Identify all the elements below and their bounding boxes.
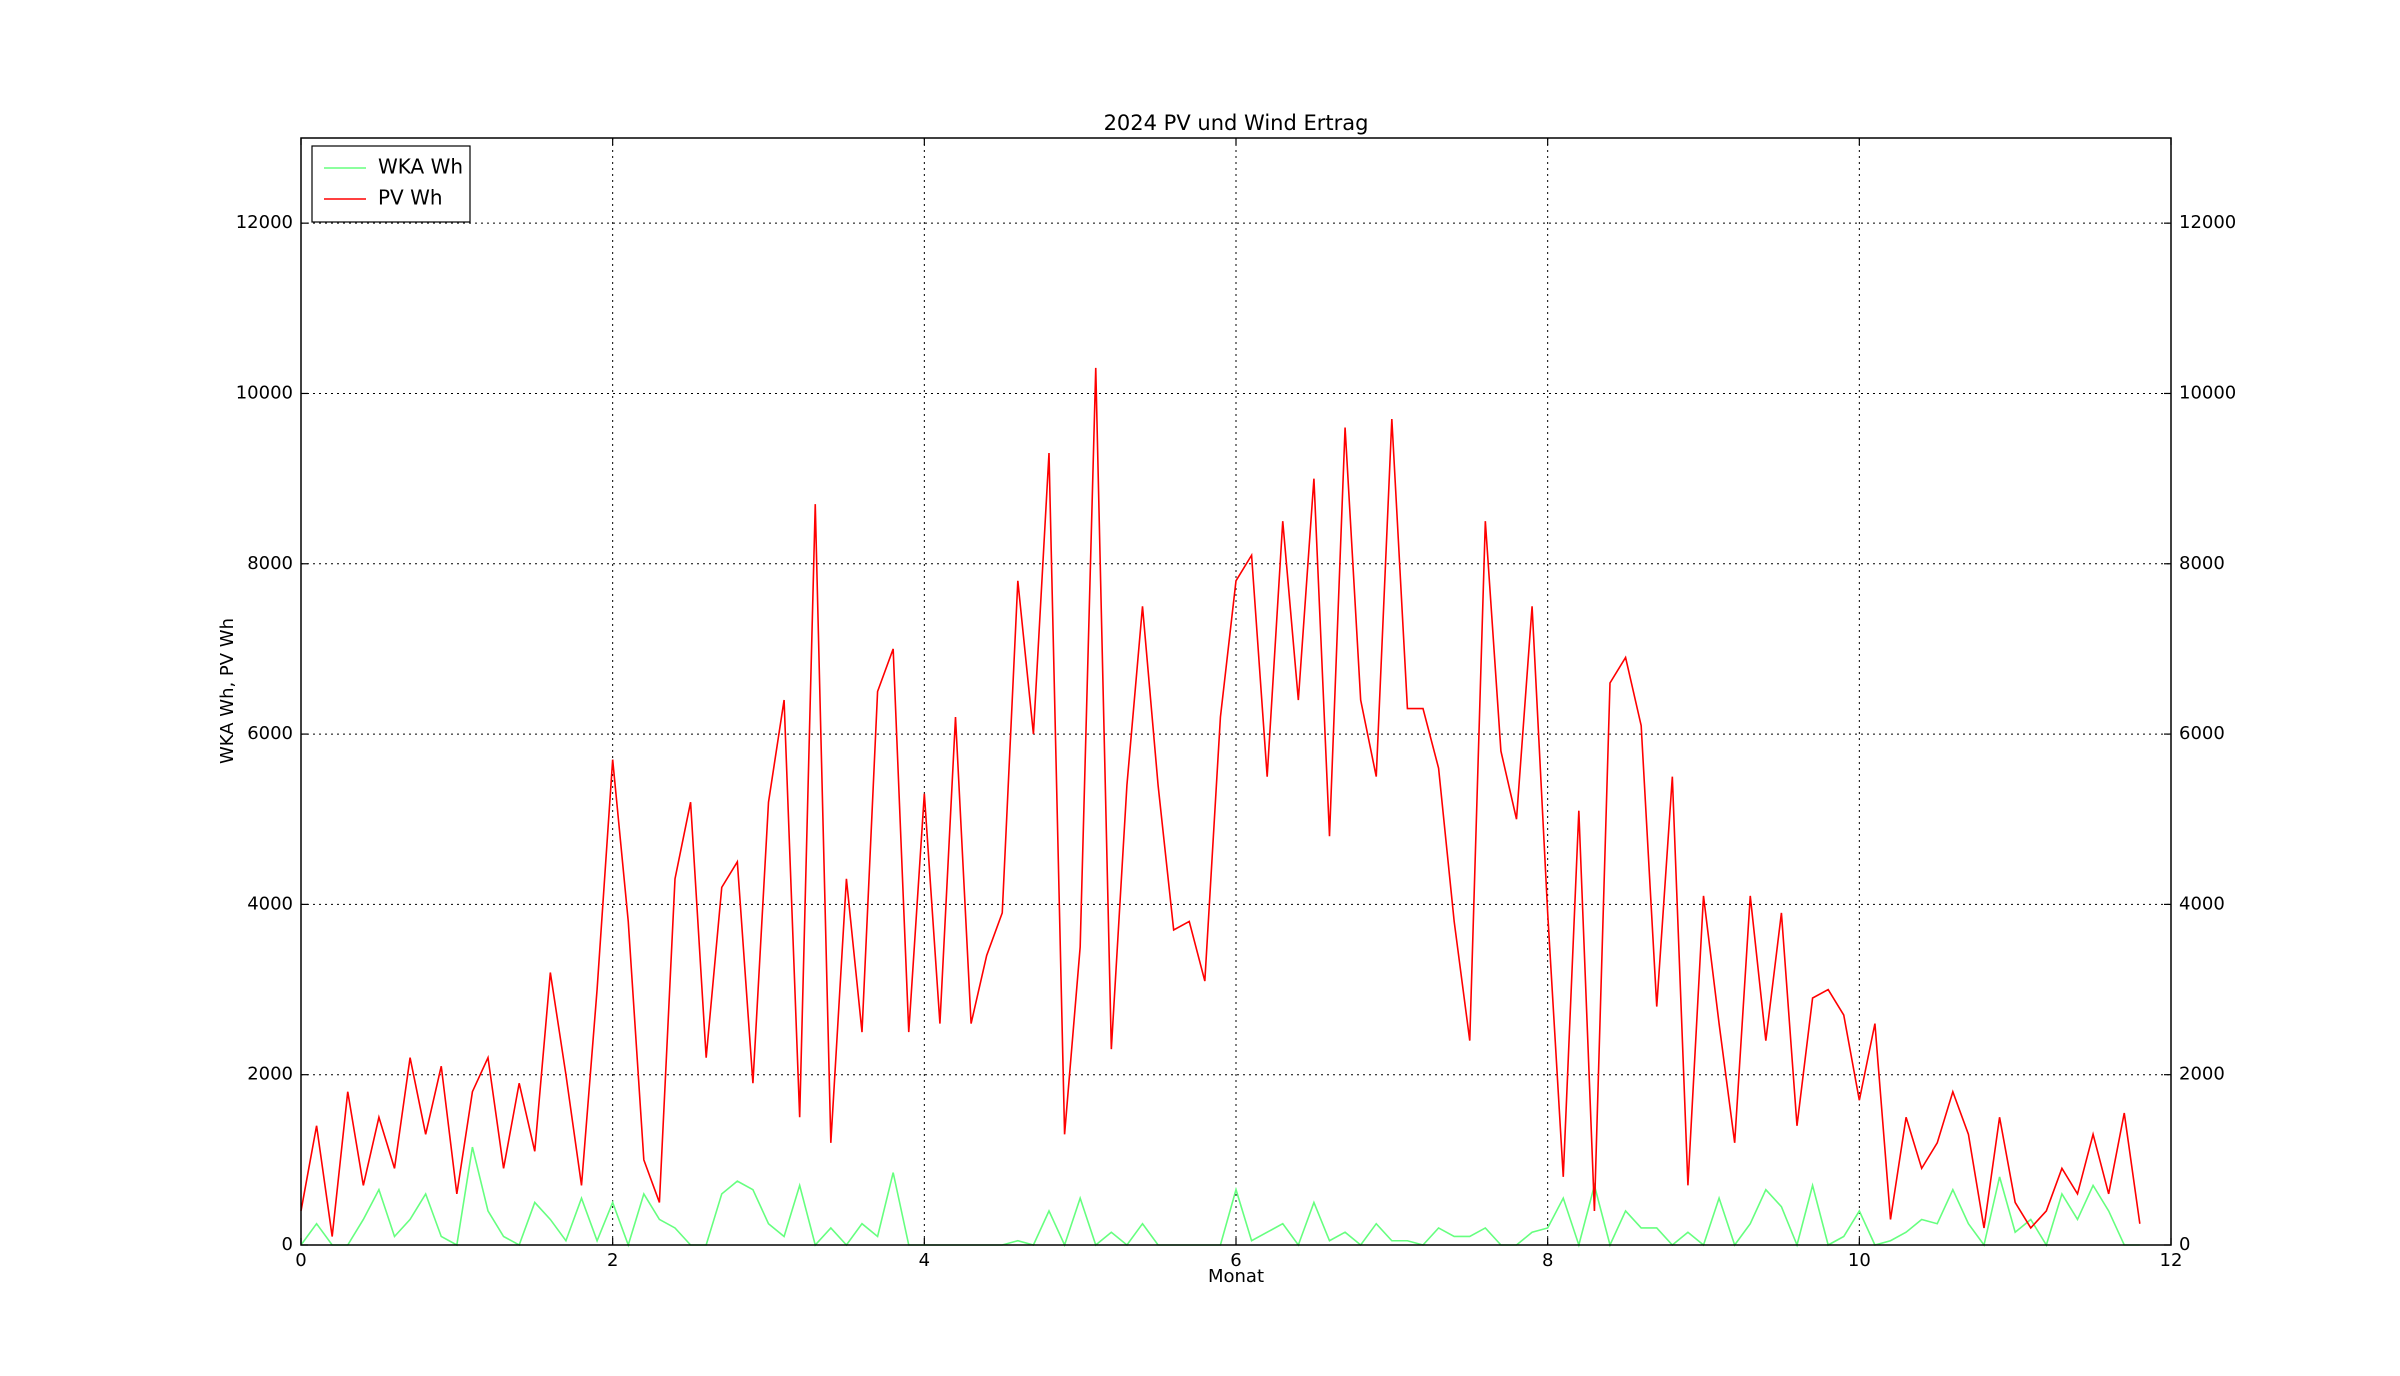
x-tick-label: 8 [1542, 1250, 1553, 1271]
y-tick-label: 6000 [247, 723, 293, 744]
x-tick-label: 2 [607, 1250, 618, 1271]
x-axis-label: Monat [1208, 1266, 1264, 1287]
y-tick-label: 2000 [247, 1064, 293, 1085]
y-tick-label: 10000 [236, 382, 293, 403]
x-tick-label: 4 [919, 1250, 930, 1271]
y2-tick-label: 8000 [2179, 553, 2225, 574]
y2-tick-label: 12000 [2179, 212, 2236, 233]
y-tick-label: 4000 [247, 893, 293, 914]
x-tick-label: 10 [1848, 1250, 1871, 1271]
y-tick-label: 12000 [236, 212, 293, 233]
y2-tick-label: 10000 [2179, 382, 2236, 403]
legend-label: WKA Wh [378, 155, 463, 179]
x-tick-label: 12 [2160, 1250, 2183, 1271]
y2-tick-label: 0 [2179, 1234, 2190, 1255]
y2-tick-label: 4000 [2179, 893, 2225, 914]
y-tick-label: 0 [282, 1234, 293, 1255]
series-line [300, 367, 2141, 1237]
plot-frame [300, 137, 2172, 1246]
y2-tick-label: 2000 [2179, 1064, 2225, 1085]
x-tick-label: 6 [1230, 1250, 1241, 1271]
chart-title: 2024 PV und Wind Ertrag [1104, 111, 1369, 135]
y-axis-label: WKA Wh, PV Wh [217, 618, 238, 764]
legend-box [311, 145, 471, 223]
x-tick-label: 0 [295, 1250, 306, 1271]
legend-label: PV Wh [378, 186, 443, 210]
y2-tick-label: 6000 [2179, 723, 2225, 744]
y-tick-label: 8000 [247, 553, 293, 574]
